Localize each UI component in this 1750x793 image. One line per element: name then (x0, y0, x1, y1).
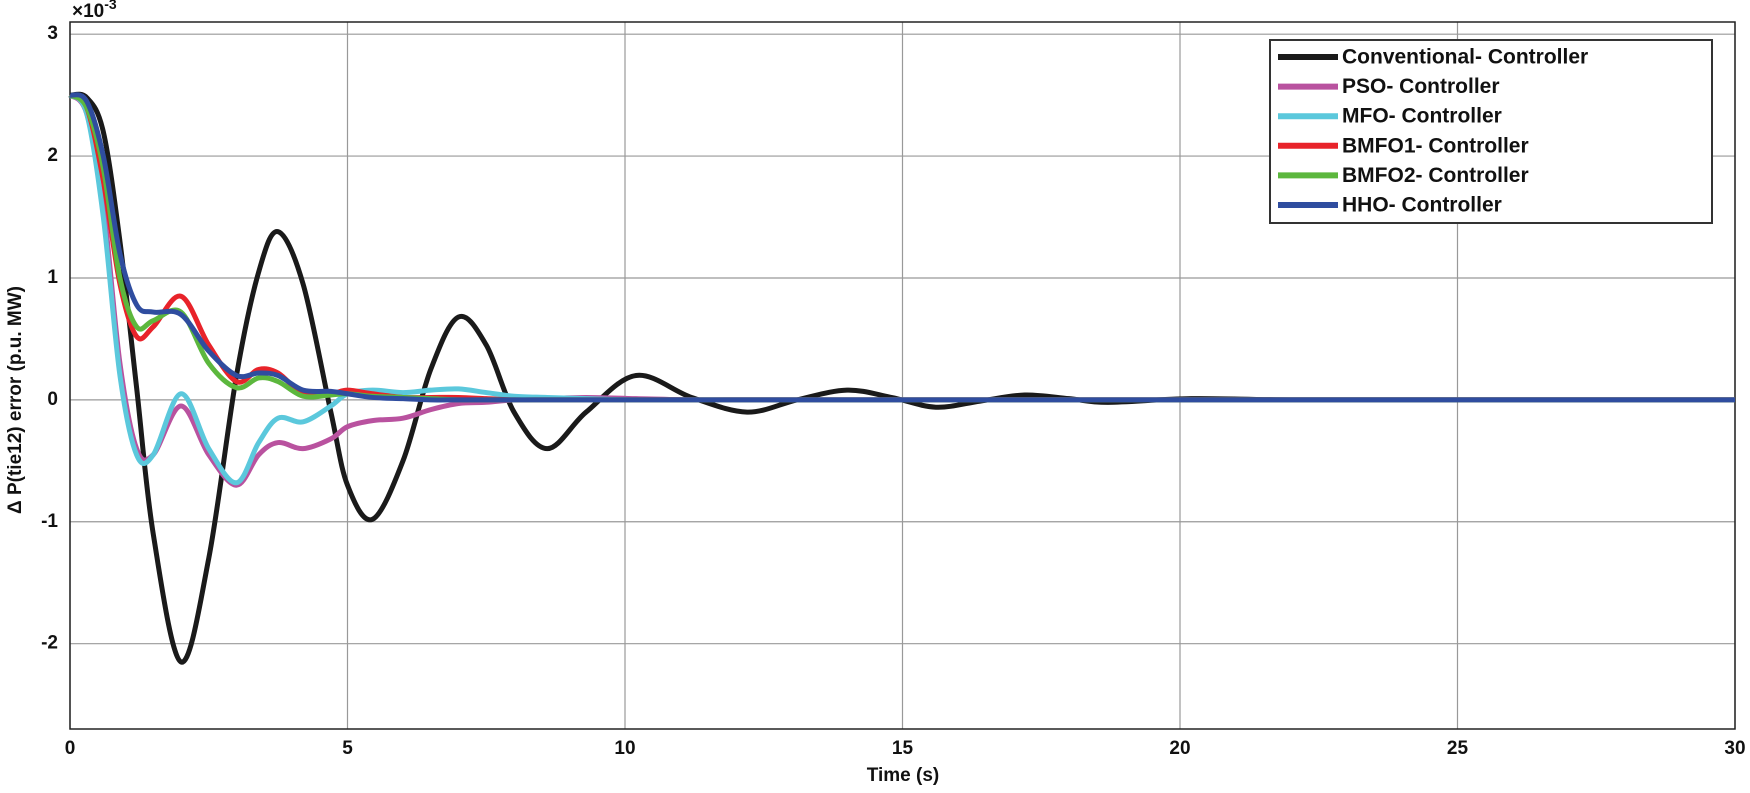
y-tick-label: -1 (41, 511, 58, 532)
x-tick-label: 10 (614, 738, 635, 759)
series-line (69, 92, 1735, 403)
legend-label: BMFO1- Controller (1342, 134, 1529, 157)
legend-label: BMFO2- Controller (1342, 164, 1529, 187)
x-tick-label: 20 (1169, 738, 1190, 759)
legend-label: PSO- Controller (1342, 75, 1500, 98)
x-tick-label: 15 (892, 738, 914, 759)
legend-label: Conventional- Controller (1342, 46, 1588, 69)
y-axis-label: Δ P(tie12) error (p.u. MW) (5, 286, 26, 514)
legend-box (1269, 39, 1713, 224)
x-tick-label: 5 (342, 738, 353, 759)
legend-label: MFO- Controller (1342, 105, 1502, 128)
x-tick-label: 30 (1724, 738, 1745, 759)
y-tick-label: -2 (41, 633, 58, 654)
x-tick-label: 25 (1447, 738, 1469, 759)
x-tick-label: 0 (65, 738, 76, 759)
y-tick-label: 2 (47, 145, 58, 166)
plot-frame (69, 21, 1736, 730)
y-tick-label: 1 (47, 267, 58, 288)
y-tick-label: 0 (47, 389, 58, 410)
x-axis-label: Time (s) (867, 765, 940, 786)
y-tick-label: 3 (47, 23, 58, 44)
legend-label: HHO- Controller (1342, 194, 1502, 217)
y-multiplier: ×10-3 (72, 0, 117, 22)
